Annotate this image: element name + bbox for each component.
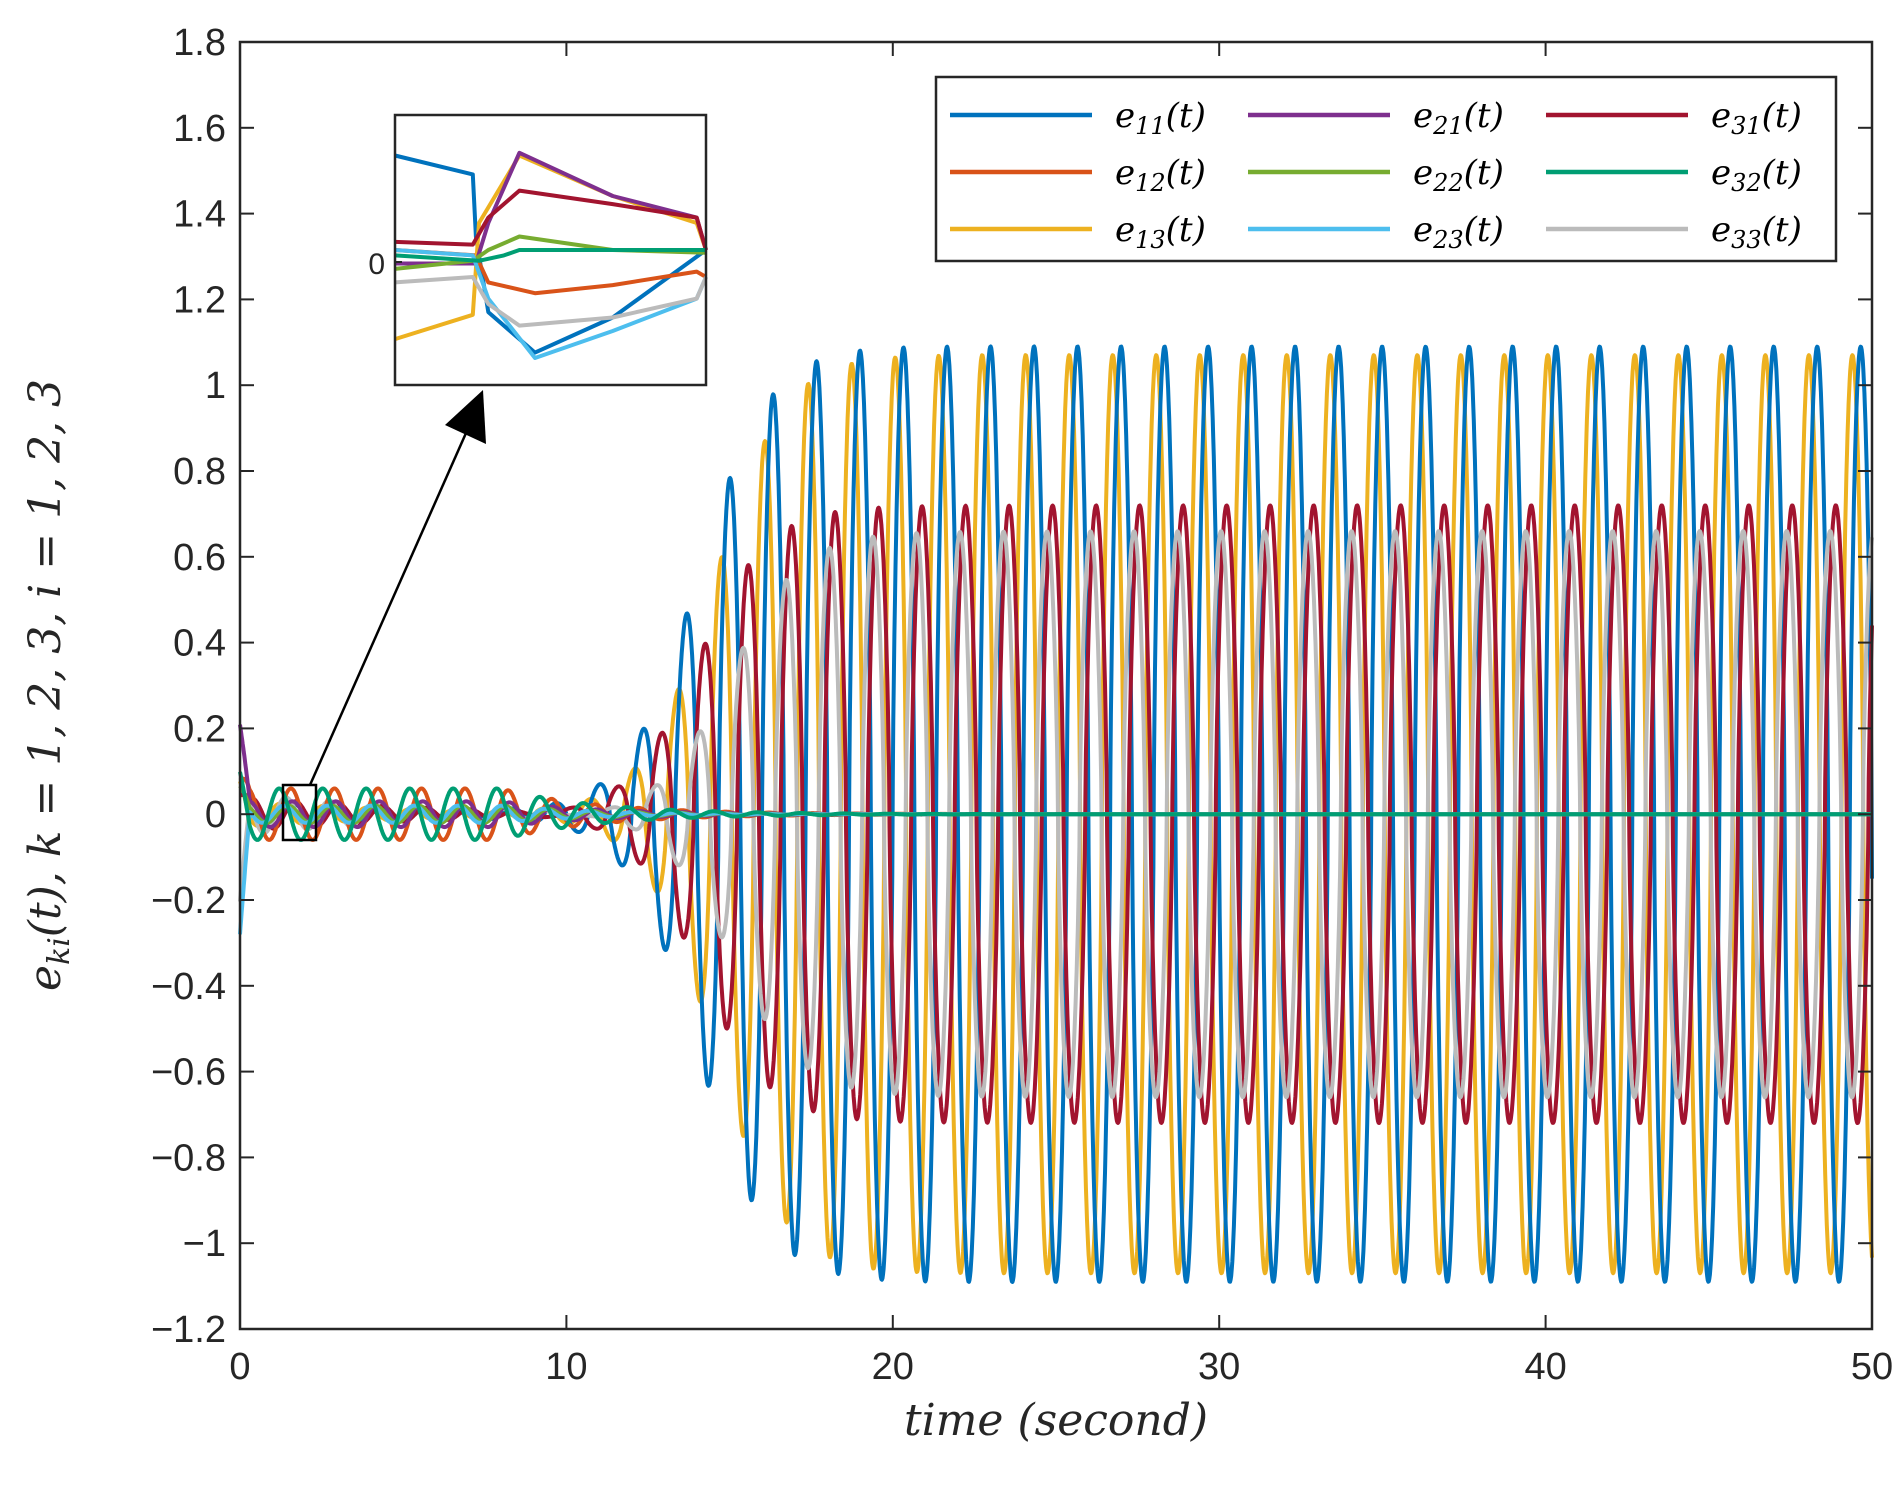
legend-label-13: e13(t) [1115,210,1206,254]
x-tick-label: 30 [1198,1346,1240,1388]
inset-series-line-31 [394,188,708,251]
y-tick-label: 0.2 [173,708,226,750]
series-layer [238,344,1874,1284]
legend-label-11: e11(t) [1115,96,1206,140]
y-tick-label: 0 [205,794,226,836]
legend-label-31: e31(t) [1711,96,1802,140]
zoom-arrow-head [445,390,486,444]
y-tick-label: −0.6 [151,1052,226,1094]
x-tick-label: 0 [229,1346,250,1388]
legend-label-32: e32(t) [1711,153,1802,197]
y-tick-label: −1.2 [151,1309,226,1351]
legend-label-22: e22(t) [1413,153,1504,197]
y-tick-label: 0.4 [173,623,226,665]
zoom-arrow-line [308,414,476,786]
inset-series-line-32 [394,248,706,263]
y-tick-label: 0.6 [173,537,226,579]
plot-frame [238,40,1874,1331]
y-tick-label: −0.8 [151,1137,226,1179]
y-tick-label: 1 [205,365,226,407]
inset-axes: 0 [368,113,708,387]
zoom-region-box [281,783,318,842]
y-tick-label: 1.4 [173,194,226,236]
x-tick-label: 40 [1524,1346,1566,1388]
y-tick-label: −0.4 [151,966,226,1008]
legend-box [934,75,1838,263]
y-tick-label: 0.8 [173,451,226,493]
x-tick-label: 50 [1851,1346,1893,1388]
y-axis-label: eki(t), k = 1, 2, 3, i = 1, 2, 3 [20,379,77,991]
inset-series-line-33 [394,275,708,328]
y-tick-label: −1 [183,1223,226,1265]
y-tick-label: 1.8 [173,22,226,64]
x-axis-label: time (second) [904,1395,1208,1446]
inset-frame [393,113,708,387]
inset-series-layer [394,150,708,360]
legend-label-12: e12(t) [1115,153,1206,197]
series-line-32 [238,771,1874,842]
y-tick-label: 1.2 [173,279,226,321]
ticks-layer: 0 10 20 30 40 50−1.2−1−0.8−0.6−0.4−0.200.20.4… [151,22,1893,1388]
x-tick-label: 20 [872,1346,914,1388]
y-tick-label: −0.2 [151,880,226,922]
legend: e11(t) e12(t) e13(t) e21(t) e22(t) e23(t) e31(… [934,75,1838,263]
legend-label-21: e21(t) [1413,96,1504,140]
x-tick-label: 10 [545,1346,587,1388]
legend-label-23: e23(t) [1413,210,1504,254]
y-tick-label: 1.6 [173,108,226,150]
inset-ytick-label: 0 [368,248,385,281]
legend-label-33: e33(t) [1711,210,1802,254]
